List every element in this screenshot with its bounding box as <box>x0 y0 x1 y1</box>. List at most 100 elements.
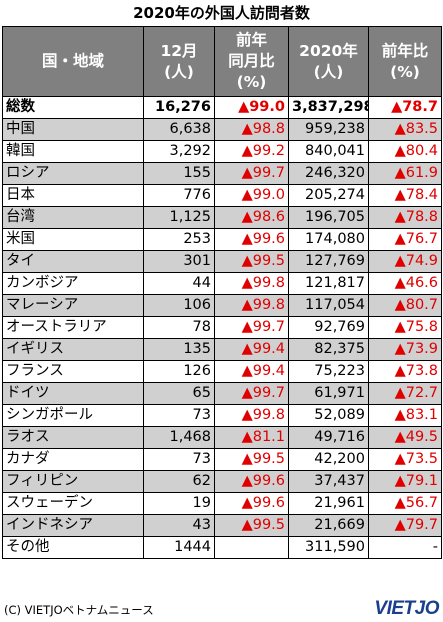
table-row: ドイツ 65 ▲99.7 61,971 ▲72.7 <box>2 382 442 405</box>
table-row: その他 1444 311,590- <box>2 536 442 559</box>
table-row: フランス 126 ▲99.4 75,223 ▲73.8 <box>2 360 442 383</box>
year-cell: 61,971 <box>288 382 369 405</box>
visitor-stats-table: 国・地域 12月 (人) 前年 同月比 (%) 2020年 (人) 前年比 (%) 総数 1… <box>2 26 442 559</box>
december-change-cell: ▲98.8 <box>214 118 289 141</box>
december-change-cell: ▲99.5 <box>214 448 289 471</box>
table-row: イギリス 135 ▲99.4 82,375 ▲73.9 <box>2 338 442 361</box>
year-change-cell: ▲83.1 <box>368 404 442 427</box>
december-change-cell: ▲99.8 <box>214 272 289 295</box>
table-row: 台湾 1,125 ▲98.6 196,705 ▲78.8 <box>2 206 442 229</box>
december-cell: 776 <box>143 184 215 207</box>
country-cell: インドネシア <box>2 514 144 537</box>
country-cell: スウェーデン <box>2 492 144 515</box>
year-cell: 196,705 <box>288 206 369 229</box>
vietjo-logo: VIETJO <box>374 598 439 619</box>
year-cell: 52,089 <box>288 404 369 427</box>
year-change-cell: ▲73.9 <box>368 338 442 361</box>
year-change-cell: ▲73.8 <box>368 360 442 383</box>
year-change-cell: ▲78.8 <box>368 206 442 229</box>
header-row: 国・地域 12月 (人) 前年 同月比 (%) 2020年 (人) 前年比 (%) <box>2 26 442 97</box>
year-cell: 246,320 <box>288 162 369 185</box>
december-change-cell: ▲81.1 <box>214 426 289 449</box>
table-row: フィリピン 62 ▲99.6 37,437 ▲79.1 <box>2 470 442 493</box>
country-cell: ドイツ <box>2 382 144 405</box>
december-change-cell: ▲99.2 <box>214 140 289 163</box>
year-change-cell: ▲74.9 <box>368 250 442 273</box>
table-row: タイ 301 ▲99.5 127,769 ▲74.9 <box>2 250 442 273</box>
december-cell: 65 <box>143 382 215 405</box>
december-change-cell: ▲99.8 <box>214 294 289 317</box>
december-cell: 6,638 <box>143 118 215 141</box>
year-cell: 49,716 <box>288 426 369 449</box>
table-row: 総数 16,276 ▲99.0 3,837,298 ▲78.7 <box>2 96 442 119</box>
december-cell: 301 <box>143 250 215 273</box>
year-change-cell: ▲61.9 <box>368 162 442 185</box>
december-change-cell: ▲99.0 <box>214 96 289 119</box>
december-cell: 3,292 <box>143 140 215 163</box>
year-change-cell: ▲80.4 <box>368 140 442 163</box>
table-row: シンガポール 73 ▲99.8 52,089 ▲83.1 <box>2 404 442 427</box>
december-change-cell <box>214 536 289 559</box>
december-cell: 126 <box>143 360 215 383</box>
december-cell: 1444 <box>143 536 215 559</box>
year-change-cell: ▲72.7 <box>368 382 442 405</box>
country-cell: ラオス <box>2 426 144 449</box>
table-row: カンボジア 44 ▲99.8 121,817 ▲46.6 <box>2 272 442 295</box>
header-december-change: 前年 同月比 (%) <box>214 26 289 97</box>
country-cell: カンボジア <box>2 272 144 295</box>
table-title: 2020年の外国人訪問者数 <box>133 4 310 22</box>
year-cell: 75,223 <box>288 360 369 383</box>
december-cell: 1,125 <box>143 206 215 229</box>
country-cell: 日本 <box>2 184 144 207</box>
country-cell: カナダ <box>2 448 144 471</box>
december-cell: 16,276 <box>143 96 215 119</box>
country-cell: 総数 <box>2 96 144 119</box>
year-cell: 174,080 <box>288 228 369 251</box>
header-country: 国・地域 <box>2 26 144 97</box>
country-cell: その他 <box>2 536 144 559</box>
table-row: インドネシア 43 ▲99.5 21,669 ▲79.7 <box>2 514 442 537</box>
december-cell: 253 <box>143 228 215 251</box>
table-row: 中国 6,638 ▲98.8 959,238 ▲83.5 <box>2 118 442 141</box>
country-cell: マレーシア <box>2 294 144 317</box>
december-change-cell: ▲99.7 <box>214 162 289 185</box>
country-cell: フィリピン <box>2 470 144 493</box>
year-cell: 42,200 <box>288 448 369 471</box>
december-change-cell: ▲99.4 <box>214 360 289 383</box>
header-year: 2020年 (人) <box>288 26 369 97</box>
december-change-cell: ▲99.7 <box>214 316 289 339</box>
december-change-cell: ▲99.5 <box>214 514 289 537</box>
header-december: 12月 (人) <box>143 26 215 97</box>
december-cell: 135 <box>143 338 215 361</box>
year-cell: 311,590 <box>288 536 369 559</box>
table-row: 日本 776 ▲99.0 205,274 ▲78.4 <box>2 184 442 207</box>
country-cell: タイ <box>2 250 144 273</box>
country-cell: フランス <box>2 360 144 383</box>
country-cell: 韓国 <box>2 140 144 163</box>
december-change-cell: ▲99.8 <box>214 404 289 427</box>
country-cell: 米国 <box>2 228 144 251</box>
country-cell: ロシア <box>2 162 144 185</box>
december-cell: 43 <box>143 514 215 537</box>
year-cell: 205,274 <box>288 184 369 207</box>
year-cell: 959,238 <box>288 118 369 141</box>
country-cell: オーストラリア <box>2 316 144 339</box>
country-cell: イギリス <box>2 338 144 361</box>
december-change-cell: ▲99.6 <box>214 492 289 515</box>
december-change-cell: ▲99.5 <box>214 250 289 273</box>
year-change-cell: ▲73.5 <box>368 448 442 471</box>
header-year-change: 前年比 (%) <box>368 26 442 97</box>
december-cell: 19 <box>143 492 215 515</box>
year-cell: 840,041 <box>288 140 369 163</box>
year-cell: 21,669 <box>288 514 369 537</box>
year-cell: 121,817 <box>288 272 369 295</box>
year-change-cell: ▲80.7 <box>368 294 442 317</box>
december-cell: 78 <box>143 316 215 339</box>
december-change-cell: ▲99.7 <box>214 382 289 405</box>
year-cell: 37,437 <box>288 470 369 493</box>
year-change-cell: ▲79.1 <box>368 470 442 493</box>
country-cell: シンガポール <box>2 404 144 427</box>
december-change-cell: ▲98.6 <box>214 206 289 229</box>
year-cell: 82,375 <box>288 338 369 361</box>
table-row: 韓国 3,292 ▲99.2 840,041 ▲80.4 <box>2 140 442 163</box>
